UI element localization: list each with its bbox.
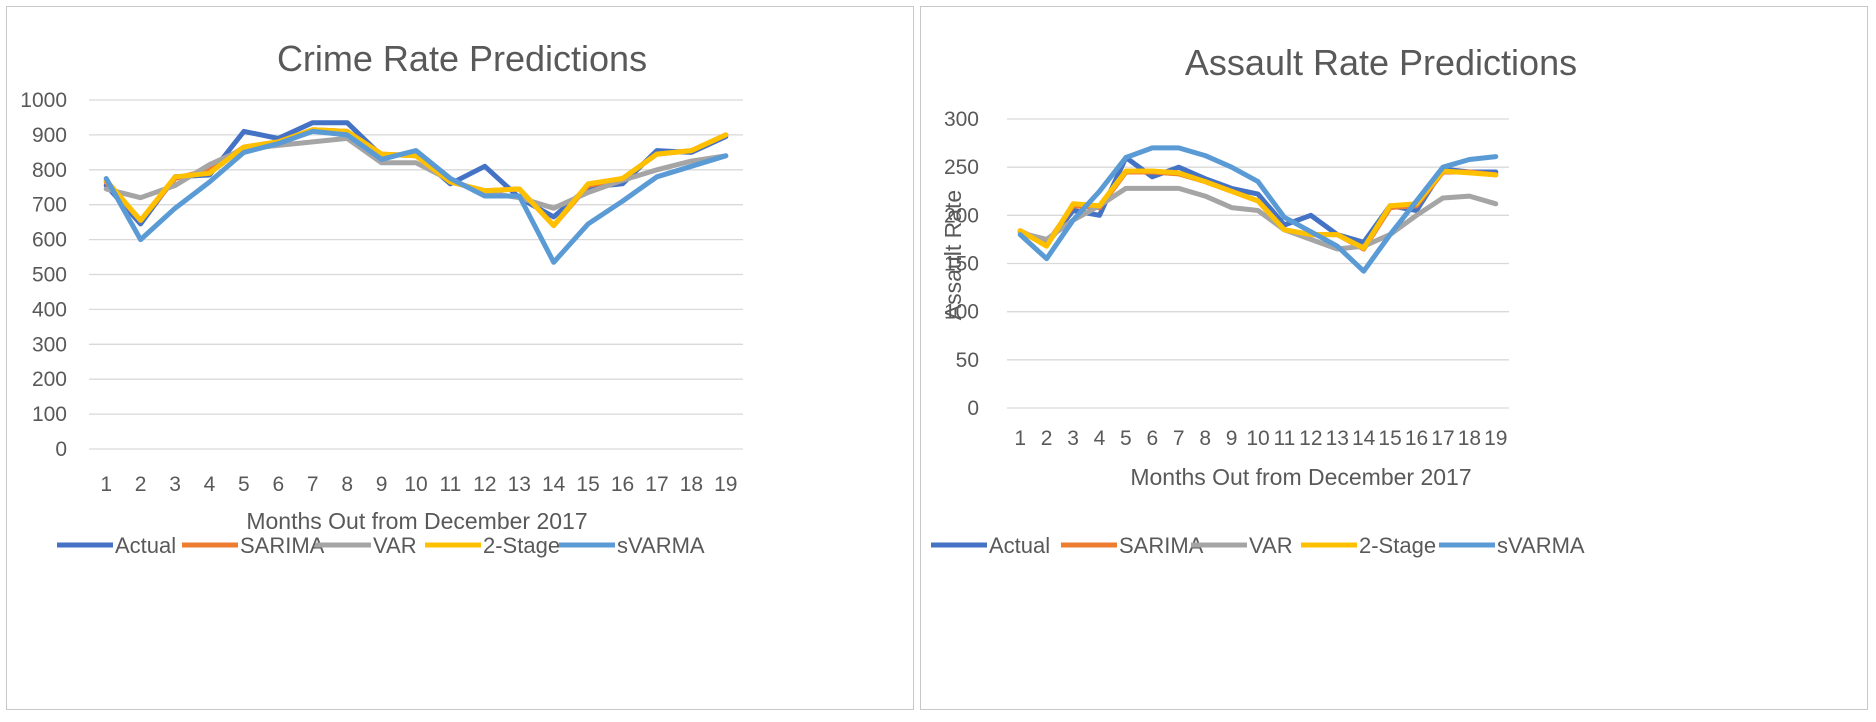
assault-legend-label: 2-Stage bbox=[1359, 533, 1436, 558]
assault-y-axis-title: Assault Rate bbox=[940, 190, 966, 320]
crime-series-line-svarma bbox=[103, 128, 729, 265]
crime-legend-label: sVARMA bbox=[617, 533, 705, 558]
assault-x-tick-label: 16 bbox=[1405, 427, 1428, 450]
crime-x-tick-label: 16 bbox=[611, 473, 634, 496]
assault-x-tick-label: 18 bbox=[1458, 427, 1481, 450]
crime-y-tick-label: 100 bbox=[32, 403, 67, 426]
crime-chart-title: Crime Rate Predictions bbox=[277, 38, 647, 79]
crime-x-tick-label: 14 bbox=[542, 473, 566, 496]
assault-legend-label: Actual bbox=[989, 533, 1050, 558]
crime-x-tick-label: 15 bbox=[576, 473, 599, 496]
assault-x-tick-label: 4 bbox=[1094, 427, 1106, 450]
crime-x-tick-label: 12 bbox=[473, 473, 496, 496]
assault-series-line-svarma bbox=[1017, 145, 1499, 274]
assault-y-tick-label: 250 bbox=[944, 156, 979, 179]
crime-y-tick-label: 800 bbox=[32, 159, 67, 182]
crime-x-tick-label: 7 bbox=[307, 473, 319, 496]
assault-x-tick-label: 17 bbox=[1431, 427, 1454, 450]
crime-y-tick-label: 700 bbox=[32, 194, 67, 217]
assault-x-tick-label: 1 bbox=[1014, 427, 1026, 450]
crime-x-axis-title: Months Out from December 2017 bbox=[246, 508, 587, 534]
crime-x-tick-label: 18 bbox=[680, 473, 703, 496]
assault-y-tick-label: 50 bbox=[956, 349, 979, 372]
crime-y-tick-label: 600 bbox=[32, 229, 67, 252]
crime-x-tick-label: 1 bbox=[100, 473, 112, 496]
crime-y-tick-label: 900 bbox=[32, 124, 67, 147]
assault-x-tick-label: 2 bbox=[1041, 427, 1053, 450]
assault-x-axis-title: Months Out from December 2017 bbox=[1130, 464, 1471, 490]
assault-x-tick-label: 5 bbox=[1120, 427, 1132, 450]
crime-y-tick-label: 1000 bbox=[20, 89, 67, 112]
crime-x-tick-label: 8 bbox=[341, 473, 353, 496]
crime-x-tick-label: 10 bbox=[404, 473, 427, 496]
assault-x-tick-label: 13 bbox=[1326, 427, 1349, 450]
crime-x-tick-label: 11 bbox=[440, 473, 462, 496]
assault-y-tick-label: 200 bbox=[944, 204, 979, 227]
assault-legend-label: SARIMA bbox=[1119, 533, 1204, 558]
assault-x-tick-label: 9 bbox=[1226, 427, 1238, 450]
crime-x-tick-label: 6 bbox=[272, 473, 284, 496]
crime-x-tick-label: 19 bbox=[714, 473, 737, 496]
assault-y-tick-label: 300 bbox=[944, 108, 979, 131]
assault-x-tick-label: 14 bbox=[1352, 427, 1376, 450]
crime-y-tick-label: 400 bbox=[32, 298, 67, 321]
assault-legend-label: sVARMA bbox=[1497, 533, 1585, 558]
assault-chart: Assault Rate Predictions 0 50 100 150 200 250 3… bbox=[931, 42, 1585, 558]
crime-chart: Crime Rate Predictions 0 100 200 300 400 500 60… bbox=[20, 38, 743, 558]
crime-x-tick-label: 4 bbox=[204, 473, 216, 496]
assault-chart-title: Assault Rate Predictions bbox=[1185, 42, 1577, 83]
assault-y-tick-label: 150 bbox=[944, 253, 979, 276]
crime-legend-label: VAR bbox=[373, 533, 417, 558]
assault-x-tick-label: 6 bbox=[1146, 427, 1158, 450]
crime-y-tick-label: 200 bbox=[32, 368, 67, 391]
crime-legend-label: Actual bbox=[115, 533, 176, 558]
assault-x-tick-label: 8 bbox=[1199, 427, 1211, 450]
crime-chart-panel: Crime Rate Predictions 0 100 200 300 400 500 60… bbox=[6, 6, 914, 710]
assault-x-tick-label: 11 bbox=[1274, 427, 1296, 450]
assault-legend-label: VAR bbox=[1249, 533, 1293, 558]
assault-x-tick-label: 12 bbox=[1299, 427, 1322, 450]
crime-legend-label: 2-Stage bbox=[483, 533, 560, 558]
crime-x-tick-label: 9 bbox=[376, 473, 388, 496]
assault-x-tick-label: 15 bbox=[1378, 427, 1401, 450]
assault-y-tick-label: 100 bbox=[944, 301, 979, 324]
assault-x-tick-label: 19 bbox=[1484, 427, 1507, 450]
crime-x-tick-label: 13 bbox=[508, 473, 531, 496]
assault-y-tick-label: 0 bbox=[967, 397, 979, 420]
crime-x-tick-label: 3 bbox=[169, 473, 181, 496]
crime-y-tick-label: 0 bbox=[55, 438, 67, 461]
assault-series-line-actual bbox=[1017, 155, 1499, 247]
crime-legend-label: SARIMA bbox=[240, 533, 325, 558]
crime-x-tick-label: 17 bbox=[645, 473, 668, 496]
assault-chart-panel: Assault Rate Predictions 0 50 100 150 200 250 3… bbox=[920, 6, 1868, 710]
crime-y-tick-label: 300 bbox=[32, 333, 67, 356]
crime-series-line-2-stage bbox=[103, 127, 729, 229]
assault-x-tick-label: 3 bbox=[1067, 427, 1079, 450]
crime-x-tick-label: 2 bbox=[135, 473, 147, 496]
assault-x-tick-label: 10 bbox=[1246, 427, 1269, 450]
crime-y-tick-label: 500 bbox=[32, 264, 67, 287]
assault-x-tick-label: 7 bbox=[1173, 427, 1185, 450]
crime-x-tick-label: 5 bbox=[238, 473, 250, 496]
